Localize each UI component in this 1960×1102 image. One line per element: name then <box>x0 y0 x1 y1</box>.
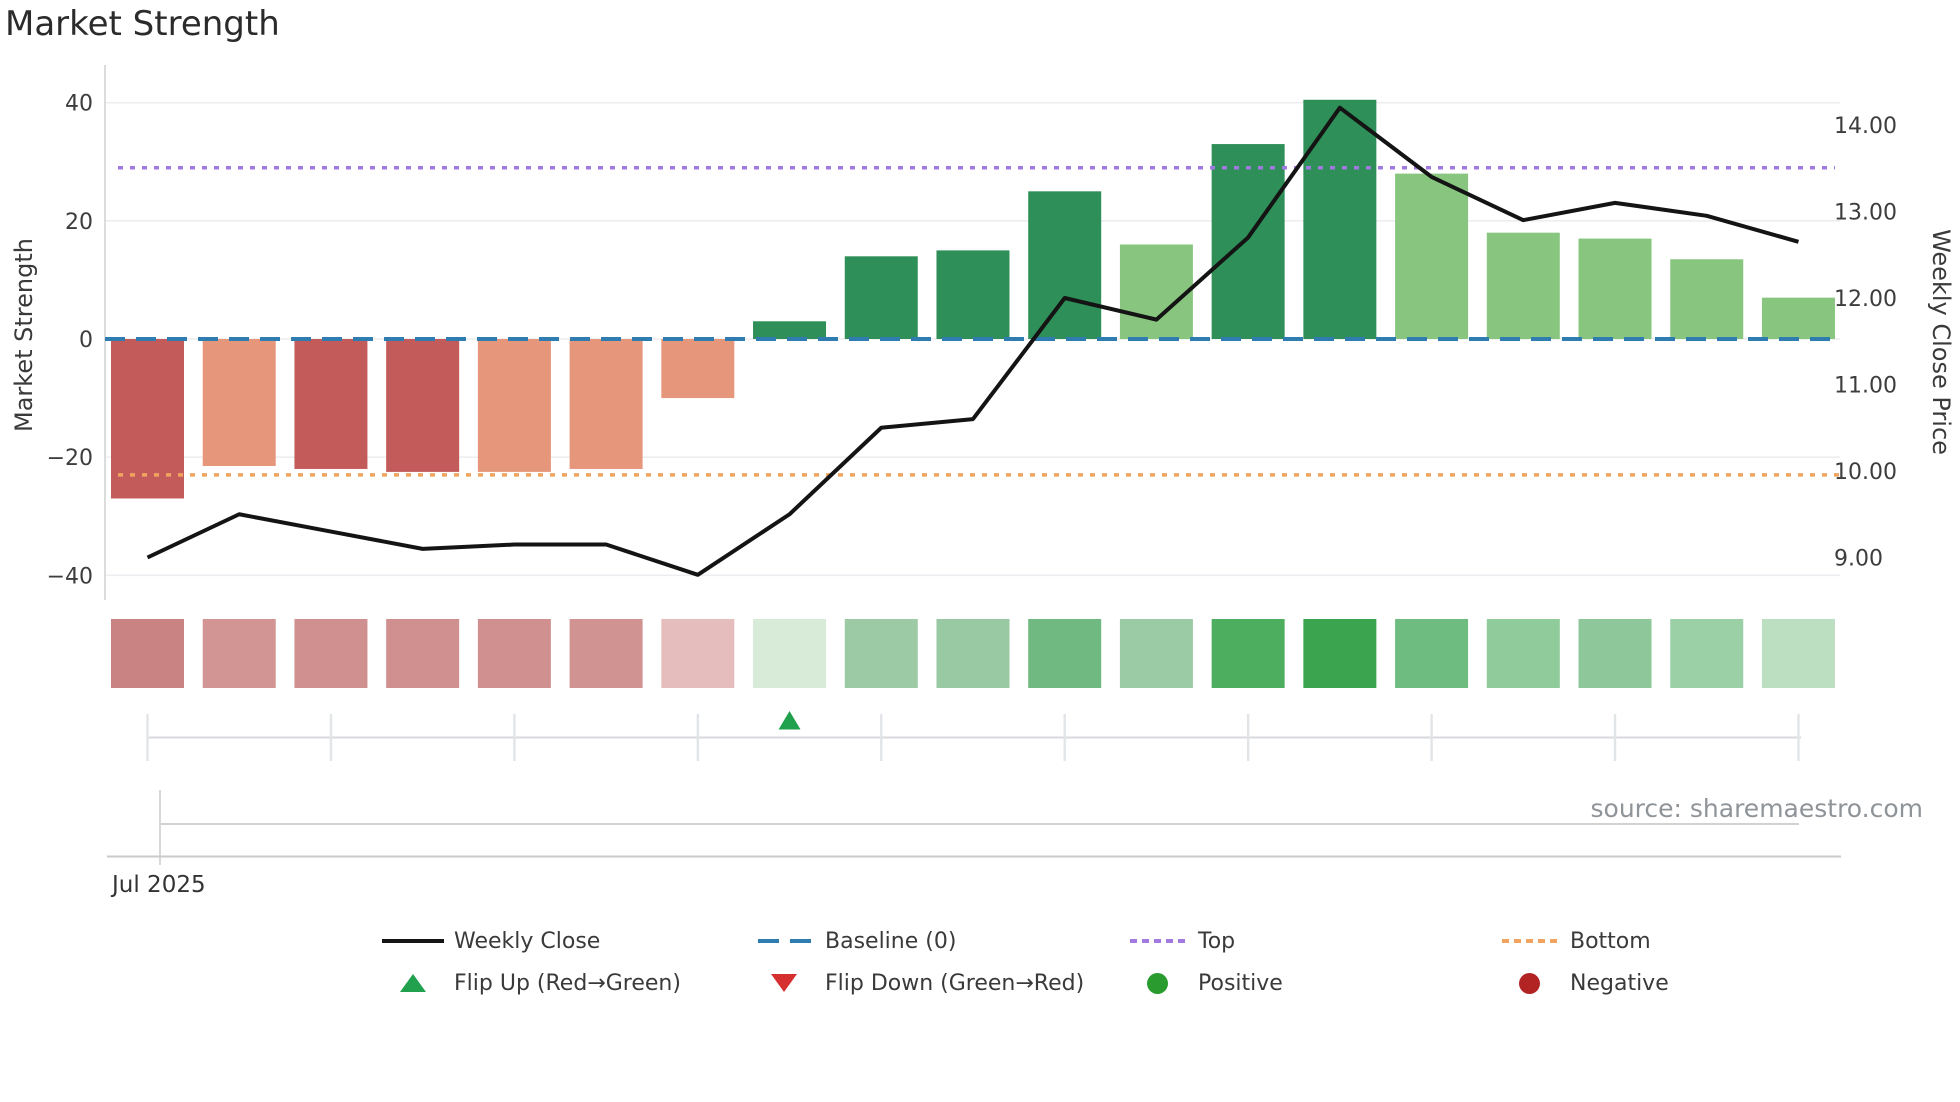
strength-bar <box>202 339 276 467</box>
strength-bar <box>1303 99 1377 339</box>
top-dot-swatch <box>1126 929 1188 953</box>
heatmap-cell <box>1486 619 1560 688</box>
legend-item-flip-down: Flip Down (Green→Red) <box>753 966 1084 1000</box>
strength-bar <box>1395 173 1469 339</box>
flip-up-marker-icon <box>778 711 801 730</box>
heatmap-cell <box>1670 619 1744 688</box>
heatmap-cell <box>111 619 184 688</box>
right-axis-tick-label: 11.00 <box>1834 374 1897 399</box>
heatmap-cell <box>1211 619 1285 688</box>
heatmap-cell <box>477 619 551 688</box>
heatmap-cell <box>753 619 827 688</box>
strength-bar <box>661 339 735 399</box>
heatmap-cell <box>1303 619 1377 688</box>
legend-item-positive: Positive <box>1126 966 1283 1000</box>
legend-item-bottom: Bottom <box>1498 924 1651 958</box>
positive-circle-icon <box>1126 971 1188 995</box>
bottom-dot-swatch <box>1498 929 1560 953</box>
heatmap-cell <box>202 619 276 688</box>
flip-up-triangle-icon <box>382 971 444 995</box>
heatmap-cell <box>1119 619 1193 688</box>
baseline-dash-swatch <box>753 929 815 953</box>
heatmap-cell <box>844 619 918 688</box>
strength-bar <box>1028 191 1102 339</box>
negative-circle-icon <box>1498 971 1560 995</box>
weekly-close-line-swatch <box>382 929 444 953</box>
strength-bar <box>1578 238 1652 339</box>
left-axis-tick-label: 0 <box>79 328 93 353</box>
heatmap-cell <box>386 619 460 688</box>
strength-bar <box>569 339 643 469</box>
x-axis-month-label: Jul 2025 <box>112 872 206 898</box>
strength-bar <box>753 321 827 339</box>
heatmap-cell <box>1578 619 1652 688</box>
strength-bar <box>1211 144 1285 339</box>
legend-item-weekly-close: Weekly Close <box>382 924 600 958</box>
right-axis-title: Weekly Close Price <box>1927 229 1955 455</box>
strength-bar <box>844 256 918 339</box>
right-axis-tick-label: 10.00 <box>1834 460 1897 485</box>
heatmap-cell <box>936 619 1010 688</box>
flip-down-triangle-icon <box>753 971 815 995</box>
right-axis-tick-label: 9.00 <box>1834 547 1883 572</box>
heatmap-cell <box>661 619 735 688</box>
strength-bar <box>1486 232 1560 339</box>
left-axis-tick-label: −40 <box>47 564 93 589</box>
legend-item-top: Top <box>1126 924 1235 958</box>
left-axis-title: Market Strength <box>10 238 38 432</box>
strength-bar <box>386 339 460 472</box>
heatmap-cell <box>1395 619 1469 688</box>
strength-bar <box>936 250 1010 339</box>
strength-bar <box>477 339 551 472</box>
page-title: Market Strength <box>5 4 280 44</box>
heatmap-cell <box>1028 619 1102 688</box>
heatmap-cell <box>294 619 368 688</box>
heatmap-cell <box>1761 619 1835 688</box>
heatmap-cell <box>569 619 643 688</box>
right-axis-tick-label: 12.00 <box>1834 287 1897 312</box>
strength-bar <box>294 339 368 469</box>
left-axis-tick-label: 40 <box>65 92 93 117</box>
legend-item-flip-up: Flip Up (Red→Green) <box>382 966 681 1000</box>
source-attribution: source: sharemaestro.com <box>1590 794 1924 823</box>
left-axis-tick-label: −20 <box>47 446 93 471</box>
strength-bar <box>1761 297 1835 339</box>
strength-bar <box>1670 259 1744 339</box>
strength-bar <box>111 339 184 499</box>
legend-item-baseline: Baseline (0) <box>753 924 956 958</box>
right-axis-tick-label: 13.00 <box>1834 201 1897 226</box>
legend-item-negative: Negative <box>1498 966 1669 1000</box>
weekly-close-line <box>146 105 1800 577</box>
right-axis-tick-label: 14.00 <box>1834 114 1897 139</box>
left-axis-tick-label: 20 <box>65 210 93 235</box>
strength-bar <box>1119 244 1193 339</box>
